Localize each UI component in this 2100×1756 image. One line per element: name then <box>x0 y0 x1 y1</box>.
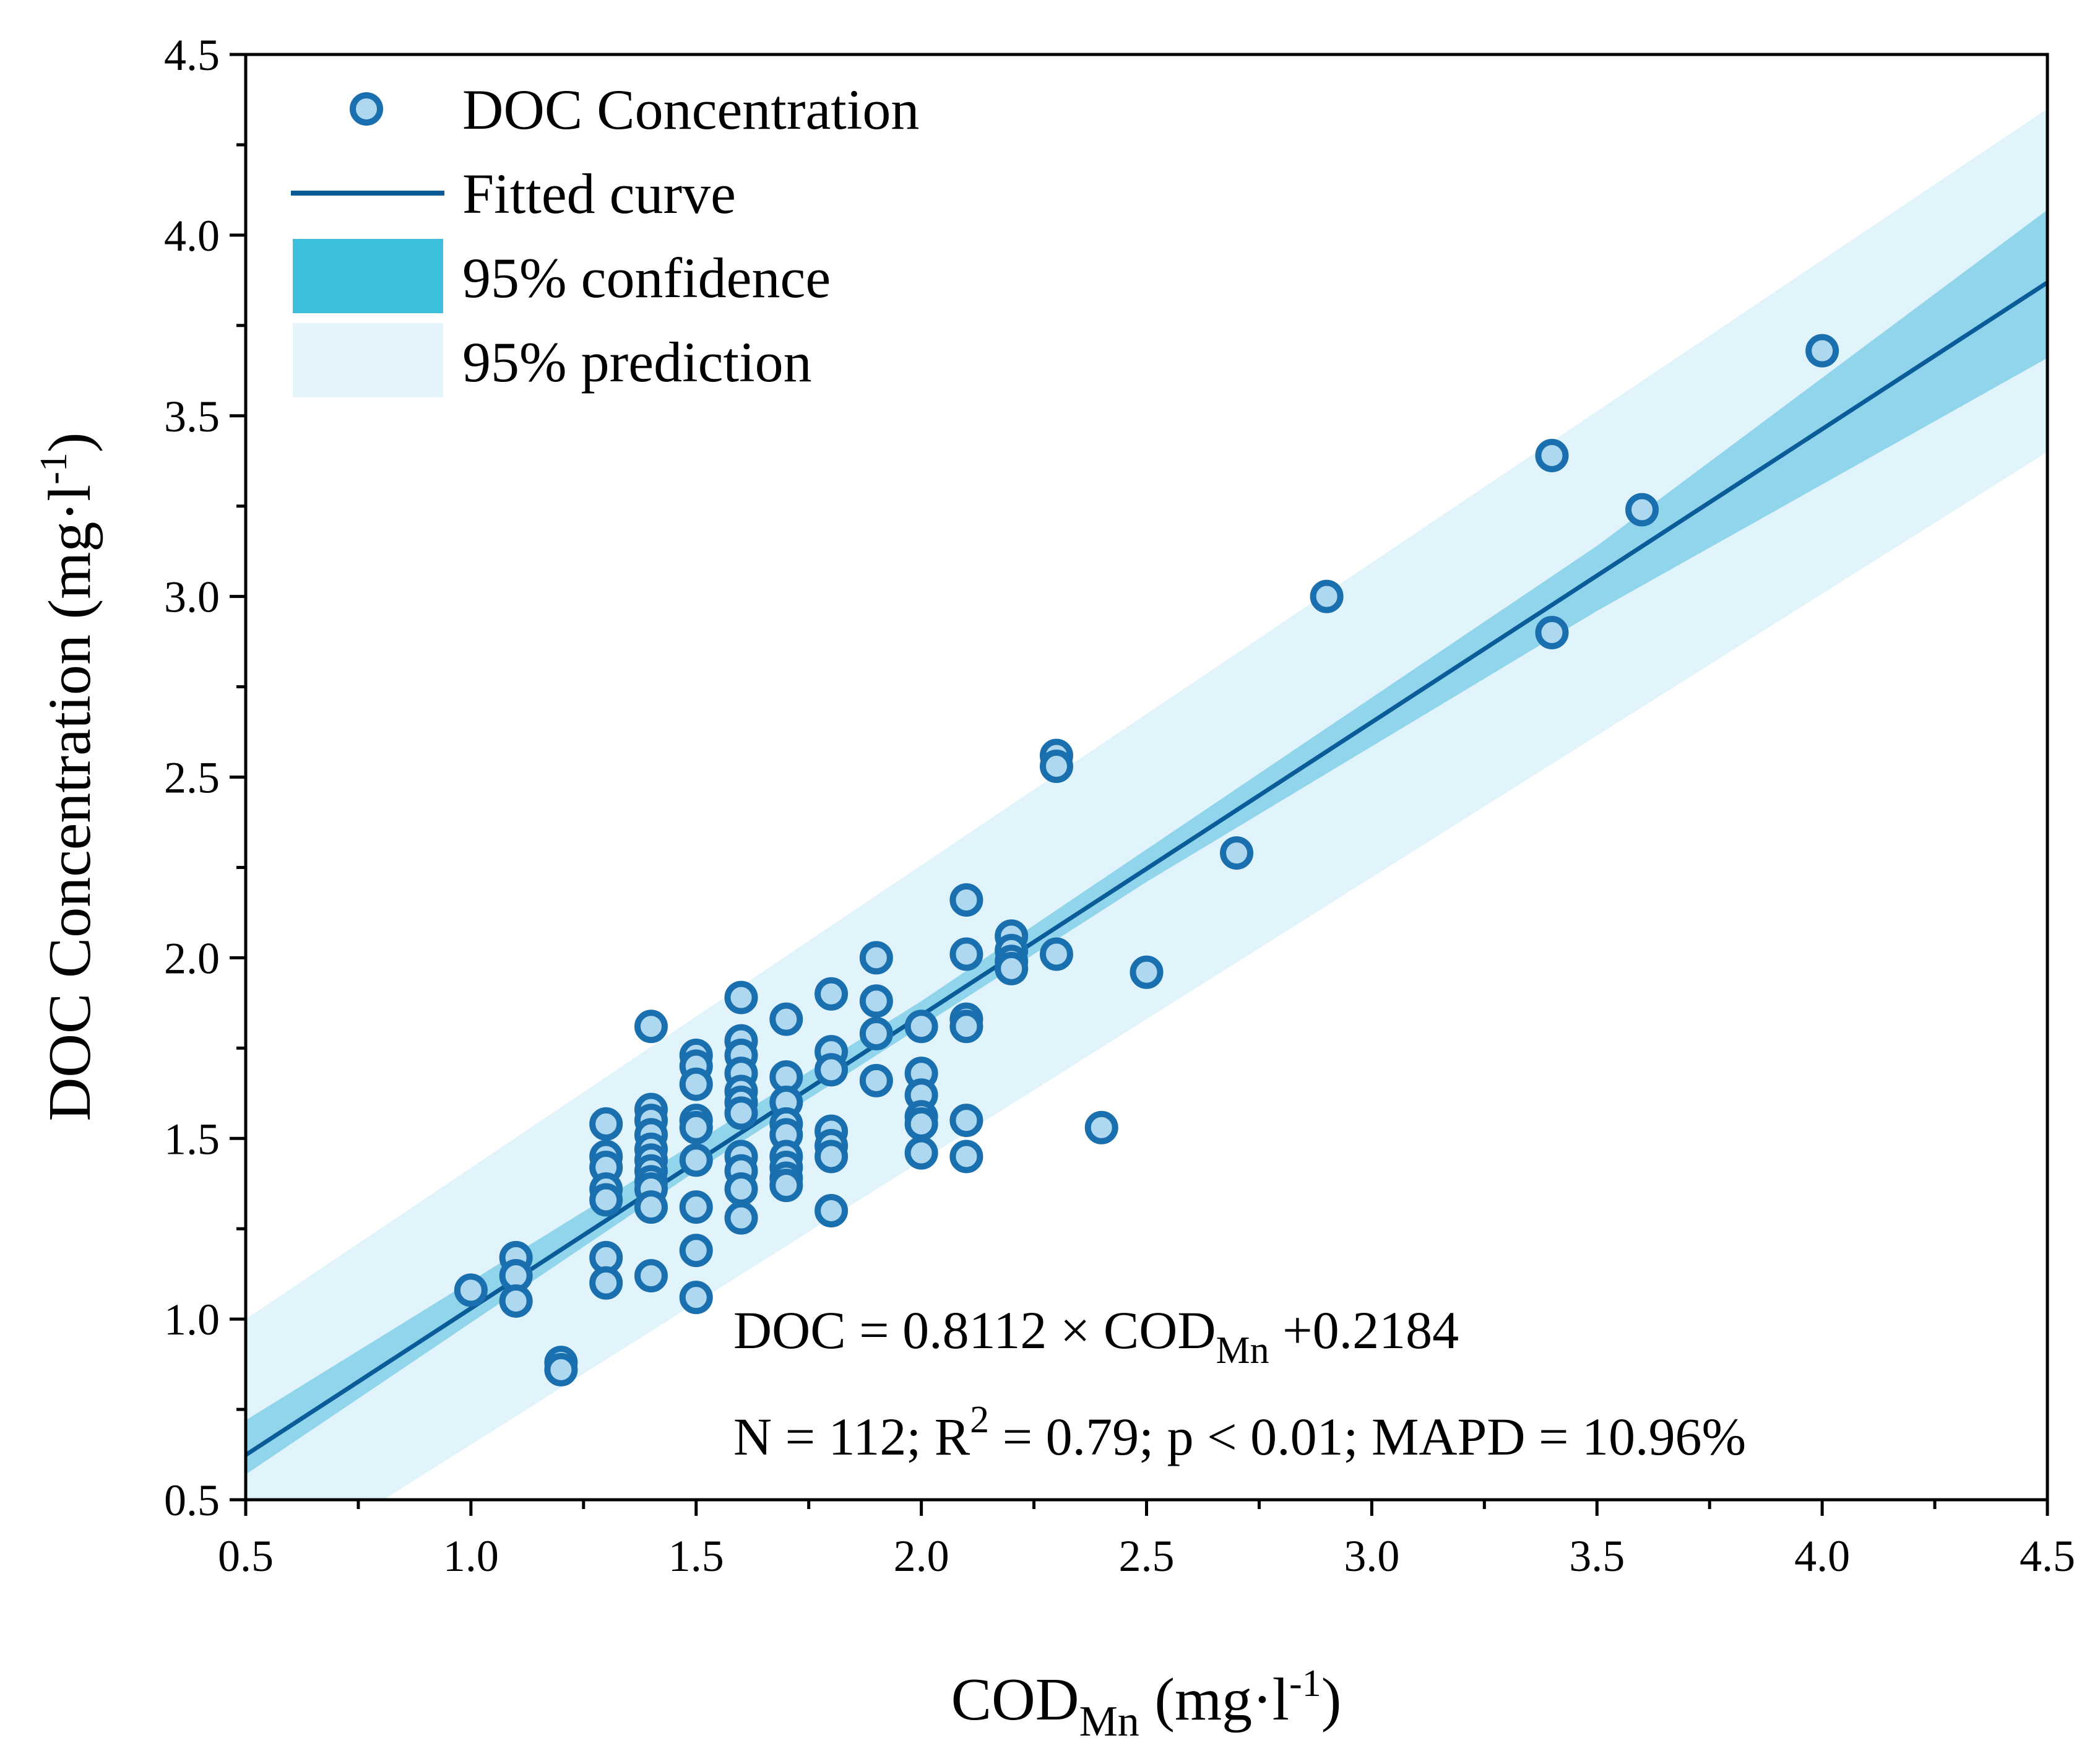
legend-confidence-swatch <box>293 239 443 313</box>
x-tick-label: 4.0 <box>1794 1531 1850 1581</box>
data-point <box>859 941 893 975</box>
data-point <box>679 1281 713 1315</box>
axis-ticks <box>230 53 2049 1516</box>
x-tick-labels: 0.5 1.0 1.5 2.0 2.5 3.0 3.5 4.0 4.5 <box>218 1531 2075 1581</box>
data-point <box>724 1172 758 1206</box>
data-point <box>815 977 849 1011</box>
x-tick-label: 4.5 <box>2020 1531 2075 1581</box>
data-point <box>634 1010 668 1044</box>
data-point <box>634 1190 668 1224</box>
points-layer <box>454 334 1839 1386</box>
data-point <box>589 1107 623 1141</box>
data-point <box>859 984 893 1018</box>
data-point <box>1625 493 1659 527</box>
data-point <box>949 1140 983 1174</box>
data-point <box>904 1107 938 1141</box>
y-tick-label: 3.5 <box>164 392 220 441</box>
data-point <box>769 1169 803 1203</box>
legend-marker-icon <box>350 92 383 126</box>
y-tick-label: 1.5 <box>164 1114 220 1164</box>
data-point <box>454 1273 488 1307</box>
legend-prediction-swatch <box>293 323 443 397</box>
legend-label-doc: DOC Concentration <box>462 78 919 141</box>
data-point <box>1535 616 1569 649</box>
x-tick-label: 1.0 <box>443 1531 499 1581</box>
data-point <box>1039 937 1073 971</box>
data-point <box>499 1284 533 1318</box>
data-point <box>679 1143 713 1177</box>
legend-label-confidence: 95% confidence <box>462 246 831 309</box>
data-point <box>679 1067 713 1101</box>
x-tick-label: 2.5 <box>1119 1531 1175 1581</box>
data-point <box>859 1016 893 1050</box>
y-tick-label: 2.5 <box>164 753 220 803</box>
data-point <box>904 1010 938 1044</box>
y-tick-label: 4.0 <box>164 211 220 261</box>
x-tick-label: 1.5 <box>668 1531 724 1581</box>
y-tick-label: 0.5 <box>164 1476 220 1525</box>
legend: DOC Concentration Fitted curve 95% confi… <box>291 78 919 397</box>
legend-label-fit: Fitted curve <box>462 162 736 225</box>
data-point <box>815 1053 849 1087</box>
data-point <box>544 1352 578 1386</box>
data-point <box>1535 438 1569 472</box>
data-point <box>679 1234 713 1268</box>
data-point <box>634 1259 668 1293</box>
regression-equation: DOC = 0.8112 × CODMn +0.2184 <box>733 1300 1459 1372</box>
data-point <box>949 1010 983 1044</box>
y-tick-labels: 0.5 1.0 1.5 2.0 2.5 3.0 3.5 4.0 4.5 <box>164 30 220 1525</box>
y-axis-title: DOC Concentration (mg·l-1) <box>33 432 103 1121</box>
data-point <box>724 980 758 1014</box>
y-tick-label: 1.0 <box>164 1295 220 1344</box>
legend-label-prediction: 95% prediction <box>462 331 812 394</box>
data-point <box>1130 955 1164 989</box>
y-tick-label: 3.0 <box>164 573 220 622</box>
data-point <box>679 1190 713 1224</box>
data-point <box>589 1266 623 1300</box>
data-point <box>1310 579 1344 613</box>
fitted-curve-line <box>246 280 2047 1457</box>
data-point <box>815 1194 849 1227</box>
y-tick-label: 2.0 <box>164 933 220 983</box>
data-point <box>949 937 983 971</box>
data-point <box>904 1136 938 1170</box>
data-point <box>995 951 1029 985</box>
data-point <box>1039 749 1073 783</box>
x-tick-label: 3.5 <box>1569 1531 1625 1581</box>
data-point <box>724 1201 758 1235</box>
data-point <box>1220 836 1254 870</box>
regression-annotation: DOC = 0.8112 × CODMn +0.2184 N = 112; R2… <box>733 1300 1746 1466</box>
x-axis-title: CODMn (mg·l-1) <box>951 1663 1342 1745</box>
data-point <box>859 1063 893 1097</box>
x-tick-label: 2.0 <box>894 1531 949 1581</box>
y-tick-label: 4.5 <box>164 30 220 80</box>
data-point <box>724 1096 758 1130</box>
data-point <box>949 883 983 917</box>
data-point <box>1805 334 1839 368</box>
data-point <box>949 1104 983 1138</box>
data-point <box>589 1183 623 1217</box>
x-tick-label: 0.5 <box>218 1531 274 1581</box>
x-tick-label: 3.0 <box>1344 1531 1399 1581</box>
data-point <box>769 1002 803 1036</box>
data-point <box>815 1140 849 1174</box>
data-point <box>679 1110 713 1144</box>
data-point <box>1084 1110 1118 1144</box>
regression-statistics: N = 112; R2 = 0.79; p < 0.01; MAPD = 10.… <box>733 1399 1746 1466</box>
